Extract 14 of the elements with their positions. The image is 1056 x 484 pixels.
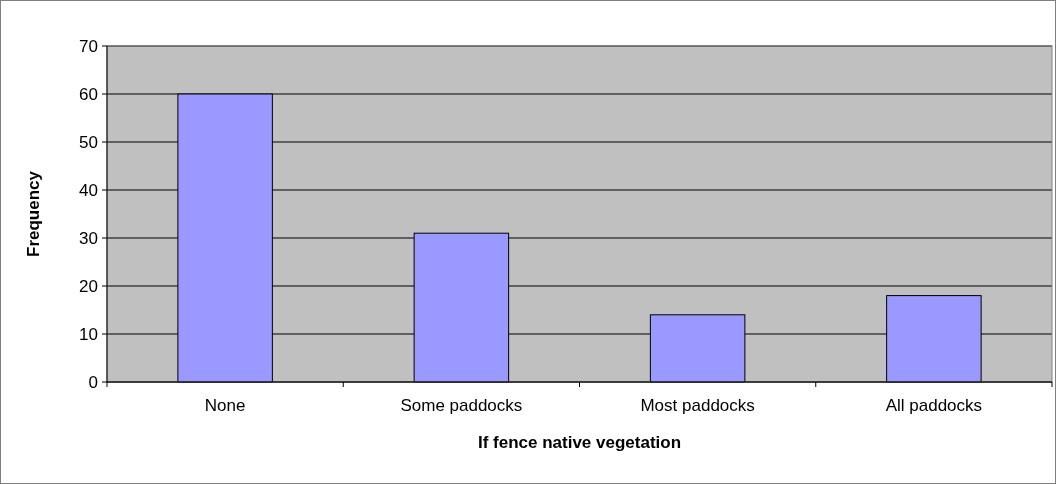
- y-tick-label: 30: [79, 228, 98, 248]
- y-tick-label: 70: [79, 36, 98, 56]
- x-tick-label: None: [204, 396, 246, 415]
- x-tick-label: Some paddocks: [400, 396, 523, 415]
- x-tick-label: Most paddocks: [640, 396, 755, 415]
- y-tick-label: 10: [79, 324, 98, 344]
- x-tick-label: All paddocks: [885, 396, 983, 415]
- y-tick-label: 60: [79, 84, 98, 104]
- x-axis-title: If fence native vegetation: [477, 433, 682, 452]
- y-tick-label: 20: [79, 276, 98, 296]
- y-axis-title: Frequency: [24, 170, 43, 257]
- y-tick-label: 50: [79, 132, 98, 152]
- y-tick-label: 40: [79, 180, 98, 200]
- y-tick-label: 0: [88, 372, 98, 392]
